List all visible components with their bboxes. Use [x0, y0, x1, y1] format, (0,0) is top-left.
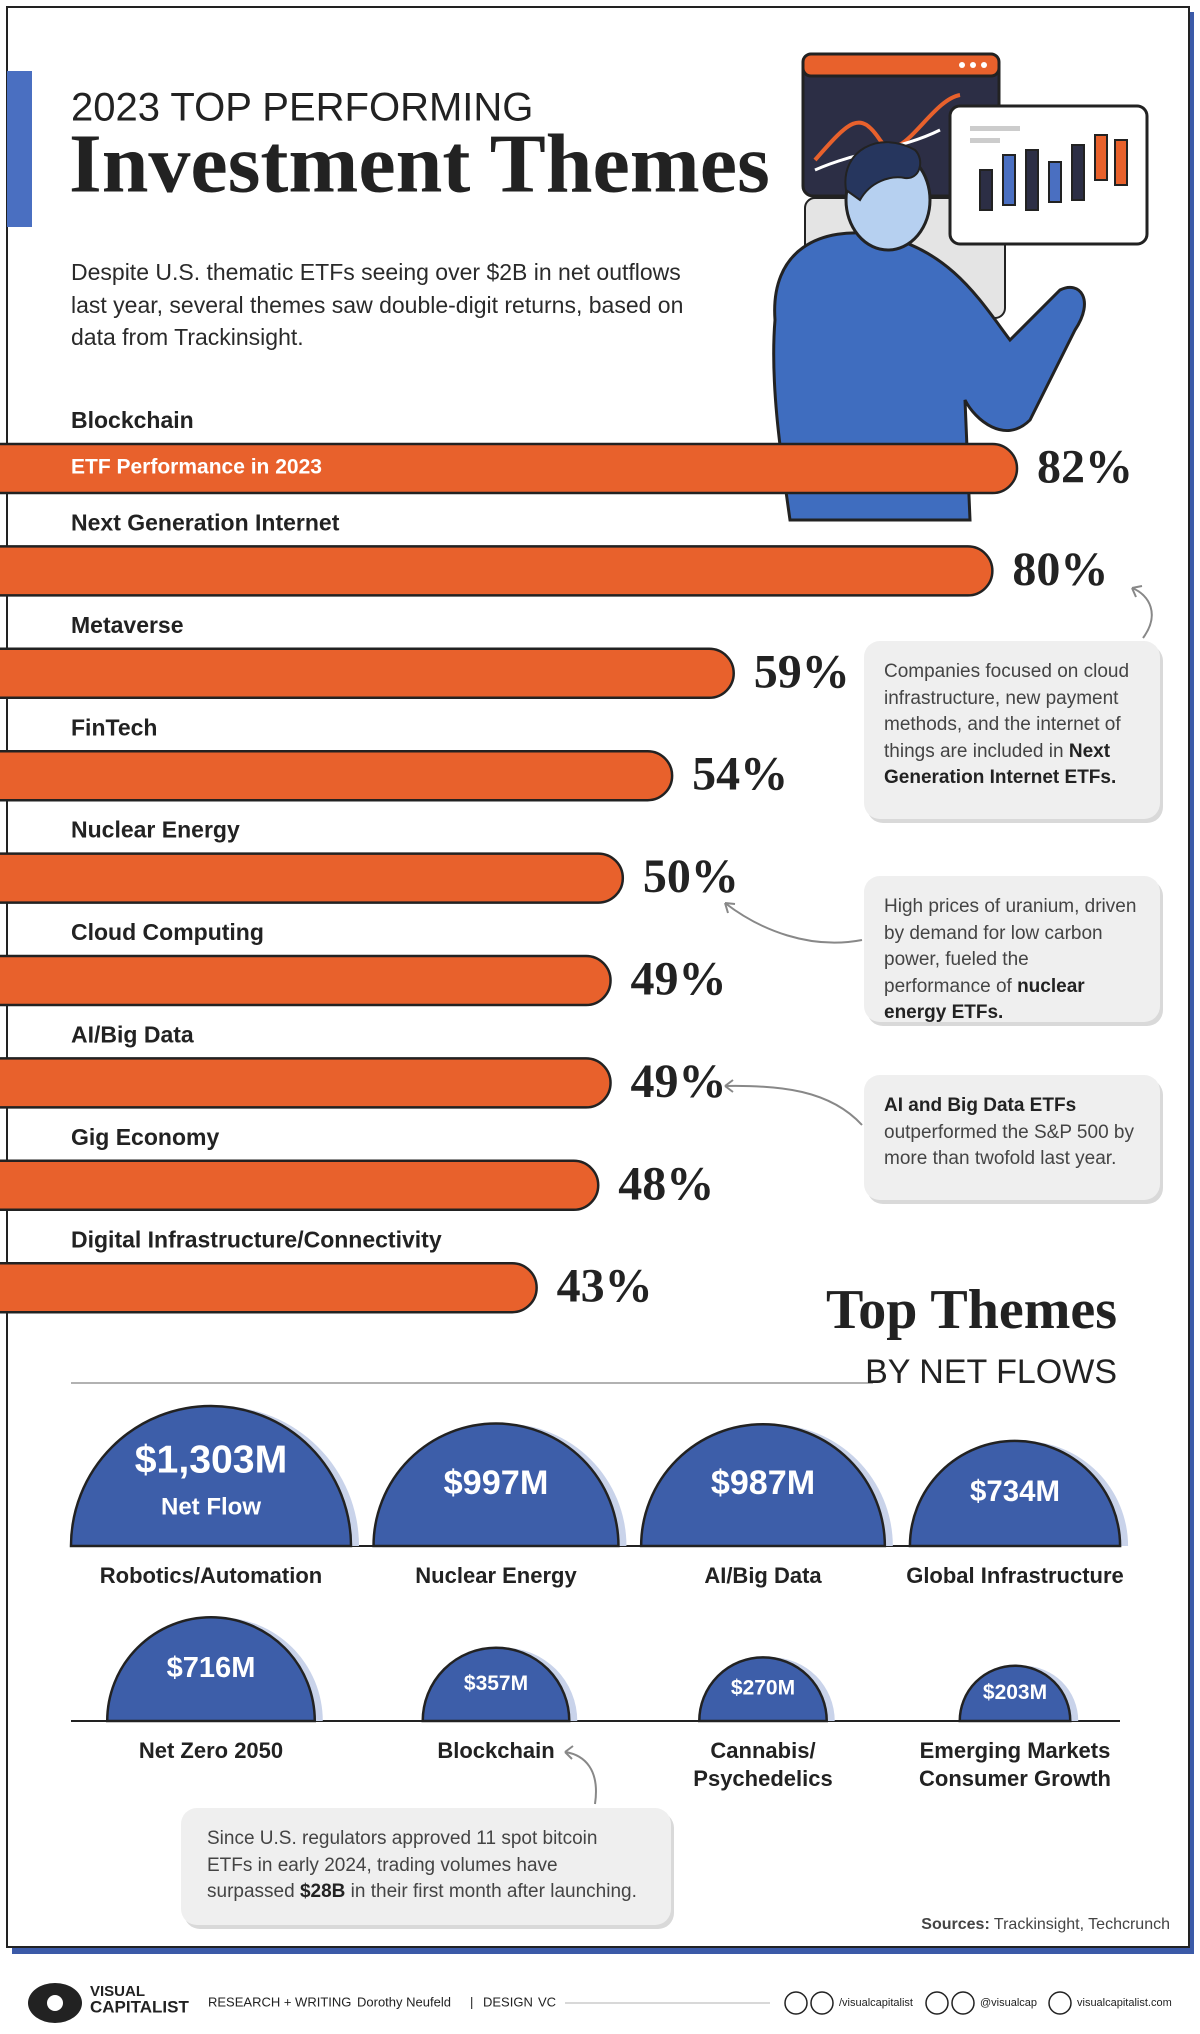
- note-text: $28B: [299, 1881, 346, 1902]
- semicircle: [639, 1422, 887, 1548]
- note-text: Next Generation Internet ETFs.: [884, 740, 1117, 789]
- note-text: Companies focused on cloud infrastructur…: [884, 661, 1130, 762]
- semicircle: [69, 1404, 353, 1548]
- bar: [0, 647, 735, 700]
- note-text: Sources:: [921, 1916, 990, 1933]
- category-label: AI/Big Data: [704, 1563, 822, 1588]
- category-label: Nuclear Energy: [415, 1563, 577, 1588]
- annotation-arrows: [564, 585, 1153, 1805]
- bar-note: ETF Performance in 2023: [71, 456, 322, 479]
- annotation: Companies focused on cloud infrastructur…: [864, 641, 1160, 819]
- sources: Sources: Trackinsight, Techcrunch: [921, 1916, 1170, 1934]
- annotation: High prices of uranium, driven by demand…: [864, 876, 1160, 1024]
- social-handle: @visualcap: [980, 1997, 1037, 2009]
- category-label: Digital Infrastructure/Connectivity: [71, 1226, 442, 1252]
- note-text: outperformed the S&P 500 by more than tw…: [884, 1121, 1134, 1170]
- credit-name: VC: [538, 1994, 556, 2009]
- category-label: FinTech: [71, 714, 157, 740]
- credit-separator: |: [470, 1994, 473, 2009]
- section-subtitle: BY NET FLOWS: [865, 1353, 1117, 1391]
- section-title: Top Themes: [826, 1279, 1117, 1341]
- category-label: Net Zero 2050: [138, 1738, 284, 1763]
- subtitle: Despite U.S. thematic ETFs seeing over $…: [71, 259, 684, 350]
- category-label: Cannabis/ Psychedelics: [693, 1738, 833, 1791]
- bar: [0, 852, 625, 904]
- value-label: $270M: [731, 1677, 795, 1700]
- annotation: AI and Big Data ETFs outperformed the S&…: [864, 1075, 1160, 1200]
- category-label: Cloud Computing: [71, 919, 264, 945]
- kicker: 2023 TOP PERFORMING: [71, 86, 533, 130]
- category-label: Robotics/Automation: [99, 1563, 323, 1588]
- note-text: Trackinsight, Techcrunch: [989, 1916, 1170, 1933]
- value-label: 48%: [618, 1157, 714, 1210]
- category-label: Blockchain: [437, 1738, 555, 1763]
- credit-label: DESIGN: [483, 1994, 533, 2009]
- value-label: $987M: [711, 1464, 815, 1502]
- value-label: 50%: [643, 850, 739, 903]
- website: visualcapitalist.com: [1077, 1997, 1172, 2009]
- brand: CAPITALIST: [90, 1997, 189, 2016]
- annotation: Since U.S. regulators approved 11 spot b…: [181, 1808, 671, 1925]
- footer: VISUAL CAPITALIST RESEARCH + WRITING Dor…: [28, 1983, 1172, 2023]
- brand: VISUAL: [90, 1983, 145, 2000]
- bar: [0, 1159, 600, 1212]
- value-label: 49%: [631, 1055, 727, 1108]
- category-label: Gig Economy: [71, 1124, 219, 1150]
- bar: [0, 1261, 538, 1314]
- category-label: Metaverse: [71, 612, 184, 638]
- semicircle: [698, 1656, 828, 1723]
- bar: [0, 954, 612, 1007]
- category-label: Next Generation Internet: [71, 509, 340, 535]
- category-label: Blockchain: [71, 407, 194, 433]
- value-label: 59%: [754, 645, 850, 698]
- value-label: 82%: [1037, 441, 1133, 494]
- note-text: AI and Big Data ETFs: [884, 1095, 1077, 1116]
- credit-label: RESEARCH + WRITING: [208, 1994, 351, 2009]
- note-text: in their first month after launching.: [345, 1881, 637, 1902]
- value-label: $997M: [444, 1464, 549, 1502]
- value-note: Net Flow: [161, 1494, 261, 1521]
- bar: [0, 749, 674, 802]
- semicircle: [958, 1664, 1072, 1723]
- semicircle: [421, 1646, 571, 1723]
- note-text: Since U.S. regulators approved 11 spot b…: [207, 1828, 598, 1902]
- title: Investment Themes: [69, 117, 770, 210]
- bar: [0, 442, 1019, 495]
- note-text: High prices of uranium, driven by demand…: [884, 896, 1137, 997]
- category-label: Emerging Markets Consumer Growth: [919, 1738, 1111, 1791]
- value-label: $1,303M: [135, 1438, 288, 1481]
- value-label: 80%: [1012, 543, 1108, 596]
- value-label: $357M: [464, 1672, 528, 1695]
- semicircle: [908, 1439, 1122, 1548]
- note-text: nuclear energy ETFs.: [884, 975, 1085, 1024]
- bar: [0, 1057, 612, 1109]
- bar: [0, 545, 994, 597]
- accent-bar: [7, 71, 32, 227]
- category-label: Global Infrastructure: [906, 1563, 1124, 1588]
- category-label: Nuclear Energy: [71, 817, 240, 843]
- value-label: $734M: [970, 1475, 1060, 1508]
- category-label: AI/Big Data: [71, 1021, 194, 1047]
- value-label: 49%: [631, 953, 727, 1006]
- social-handle: /visualcapitalist: [839, 1997, 913, 2009]
- value-label: $716M: [167, 1652, 256, 1684]
- value-label: 54%: [692, 748, 788, 801]
- semicircle: [105, 1616, 317, 1723]
- value-label: $203M: [983, 1681, 1047, 1704]
- semicircle: [372, 1422, 620, 1548]
- credit-name: Dorothy Neufeld: [357, 1994, 451, 2009]
- value-label: 43%: [557, 1260, 653, 1313]
